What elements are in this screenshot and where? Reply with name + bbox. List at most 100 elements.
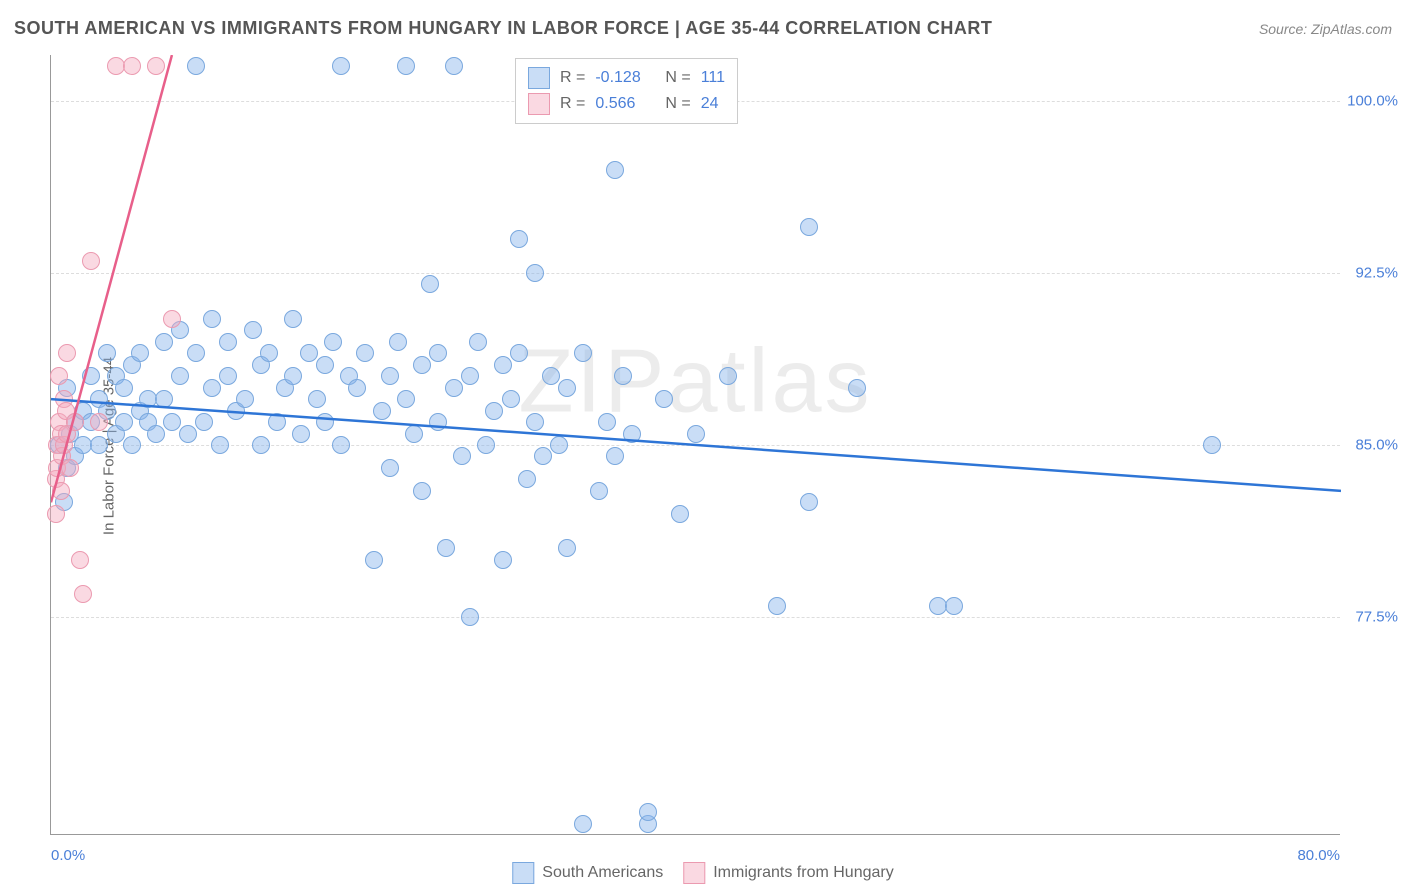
data-point (284, 367, 302, 385)
data-point (477, 436, 495, 454)
data-point (163, 413, 181, 431)
legend-correlation: R =-0.128N =111R = 0.566 N = 24 (515, 58, 738, 124)
data-point (324, 333, 342, 351)
data-point (558, 379, 576, 397)
data-point (155, 390, 173, 408)
data-point (413, 356, 431, 374)
data-point (179, 425, 197, 443)
data-point (848, 379, 866, 397)
legend-row: R =-0.128N =111 (528, 65, 725, 91)
data-point (316, 413, 334, 431)
data-point (163, 310, 181, 328)
data-point (800, 493, 818, 511)
gridline (51, 445, 1340, 446)
data-point (639, 803, 657, 821)
data-point (219, 367, 237, 385)
data-point (397, 57, 415, 75)
gridline (51, 617, 1340, 618)
data-point (123, 436, 141, 454)
data-point (195, 413, 213, 431)
data-point (518, 470, 536, 488)
data-point (453, 447, 471, 465)
y-tick-label: 77.5% (1355, 609, 1398, 626)
data-point (687, 425, 705, 443)
data-point (461, 367, 479, 385)
data-point (47, 505, 65, 523)
data-point (115, 413, 133, 431)
data-point (155, 333, 173, 351)
data-point (98, 344, 116, 362)
data-point (147, 57, 165, 75)
data-point (90, 436, 108, 454)
data-point (494, 356, 512, 374)
data-point (171, 367, 189, 385)
source-label: Source: ZipAtlas.com (1259, 21, 1392, 37)
data-point (485, 402, 503, 420)
data-point (469, 333, 487, 351)
data-point (550, 436, 568, 454)
data-point (526, 413, 544, 431)
data-point (558, 539, 576, 557)
legend-label: Immigrants from Hungary (713, 864, 894, 882)
data-point (82, 252, 100, 270)
data-point (123, 57, 141, 75)
legend-N-label: N = (665, 69, 690, 87)
data-point (606, 447, 624, 465)
data-point (74, 585, 92, 603)
data-point (187, 57, 205, 75)
data-point (405, 425, 423, 443)
legend-swatch (528, 93, 550, 115)
data-point (381, 367, 399, 385)
data-point (429, 344, 447, 362)
legend-swatch (683, 862, 705, 884)
data-point (50, 367, 68, 385)
legend-label: South Americans (542, 864, 663, 882)
legend-N-value: 24 (701, 95, 719, 113)
data-point (623, 425, 641, 443)
title-bar: SOUTH AMERICAN VS IMMIGRANTS FROM HUNGAR… (14, 18, 1392, 39)
data-point (332, 57, 350, 75)
data-point (82, 367, 100, 385)
data-point (461, 608, 479, 626)
data-point (526, 264, 544, 282)
data-point (445, 57, 463, 75)
data-point (203, 310, 221, 328)
data-point (300, 344, 318, 362)
data-point (52, 482, 70, 500)
data-point (445, 379, 463, 397)
legend-series: South Americans Immigrants from Hungary (512, 862, 893, 884)
data-point (606, 161, 624, 179)
data-point (373, 402, 391, 420)
data-point (252, 436, 270, 454)
data-point (244, 321, 262, 339)
data-point (655, 390, 673, 408)
data-point (598, 413, 616, 431)
data-point (534, 447, 552, 465)
data-point (66, 413, 84, 431)
data-point (308, 390, 326, 408)
data-point (58, 344, 76, 362)
data-point (61, 459, 79, 477)
y-tick-label: 92.5% (1355, 264, 1398, 281)
legend-swatch (528, 67, 550, 89)
legend-R-label: R = (560, 69, 585, 87)
data-point (590, 482, 608, 500)
data-point (574, 344, 592, 362)
data-point (413, 482, 431, 500)
legend-item: Immigrants from Hungary (683, 862, 894, 884)
legend-item: South Americans (512, 862, 663, 884)
data-point (284, 310, 302, 328)
data-point (260, 344, 278, 362)
chart-area: ZIPatlas 77.5%85.0%92.5%100.0%0.0%80.0% (50, 55, 1340, 835)
data-point (211, 436, 229, 454)
data-point (542, 367, 560, 385)
legend-R-value: 0.566 (595, 95, 655, 113)
data-point (574, 815, 592, 833)
x-tick-label: 80.0% (1297, 847, 1340, 864)
data-point (147, 425, 165, 443)
data-point (219, 333, 237, 351)
data-point (187, 344, 205, 362)
data-point (332, 436, 350, 454)
data-point (671, 505, 689, 523)
data-point (768, 597, 786, 615)
